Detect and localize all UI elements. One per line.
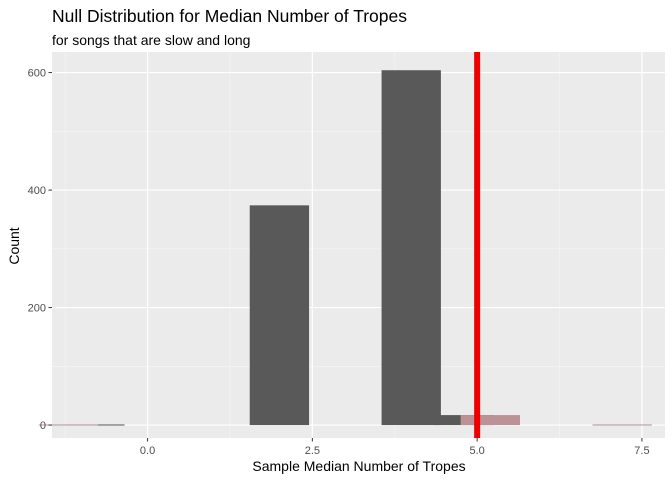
y-tick-label: 600 bbox=[28, 68, 46, 80]
y-tick-label: 200 bbox=[28, 303, 46, 315]
x-tick-label: 0.0 bbox=[140, 445, 155, 457]
x-tick-label: 7.5 bbox=[634, 445, 649, 457]
chart-subtitle: for songs that are slow and long bbox=[52, 32, 250, 48]
y-tick-label: 0 bbox=[40, 420, 46, 432]
y-tick-label: 400 bbox=[28, 185, 46, 197]
bar-series-1 bbox=[249, 205, 310, 426]
plot-panel bbox=[52, 52, 665, 438]
y-axis-title: Count bbox=[6, 227, 22, 264]
bar-series-2 bbox=[460, 415, 520, 426]
x-tick-label: 5.0 bbox=[469, 445, 484, 457]
bars bbox=[38, 70, 652, 426]
bar-series-1 bbox=[381, 70, 441, 426]
bar-series-2 bbox=[592, 424, 652, 426]
x-axis-title: Sample Median Number of Tropes bbox=[252, 458, 465, 474]
y-axis-ticks: 0 200 400 600 bbox=[28, 68, 52, 432]
chart-title: Null Distribution for Median Number of T… bbox=[52, 6, 407, 26]
x-axis-ticks: 0.0 2.5 5.0 7.5 bbox=[140, 438, 650, 457]
x-tick-label: 2.5 bbox=[305, 445, 320, 457]
bar-series-2 bbox=[38, 424, 99, 426]
